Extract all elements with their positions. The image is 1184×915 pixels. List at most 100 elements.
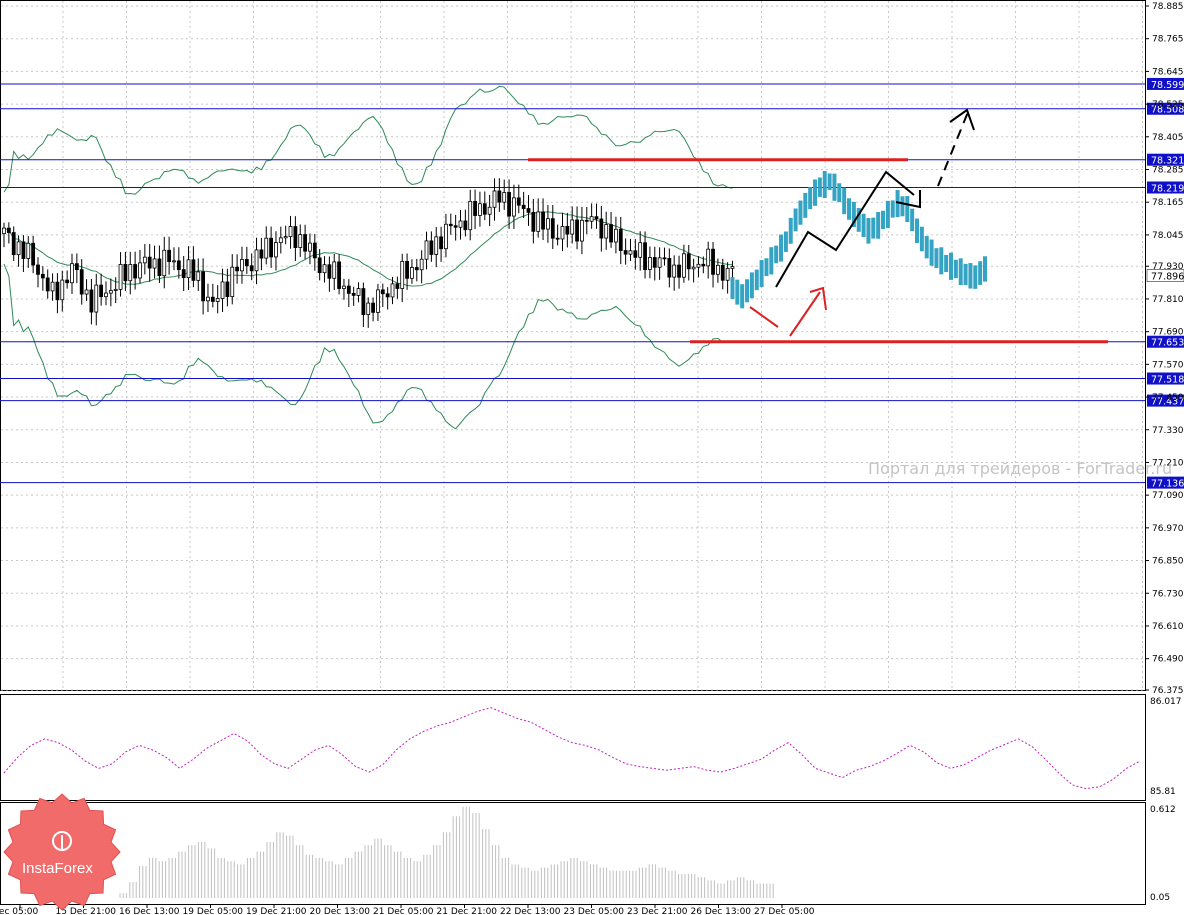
candle-body [497,190,502,203]
forecast-bar [929,239,934,266]
oscillator-line: 86.017 85.81 [3,697,1182,797]
grid-lines [1,1,1145,691]
forecast-bar [968,263,973,289]
trend-drawings [749,108,975,337]
forecast-bar [754,269,759,291]
candle-body [152,258,157,269]
y-tick-label: 78.165 [1152,198,1184,208]
candle-body [138,262,142,279]
candle-body [356,288,361,296]
candle-body [594,216,599,220]
x-tick-label: Dec 05:00 [0,907,38,915]
forecast-bar [973,265,978,289]
candle-body [55,281,60,301]
candle-body [453,225,458,228]
candle-body [40,273,45,279]
candle-body [147,256,152,269]
bollinger-bands [3,85,733,430]
candle-body [274,242,278,258]
forecast-bar [822,170,827,199]
level-tag [1147,476,1184,489]
forecast-bar [749,272,754,299]
x-tick-label: 16 Dec 13:00 [119,907,180,915]
candle-body [463,220,468,231]
candle-body [633,250,638,258]
y-tick-label: 77.930 [1152,262,1184,272]
bullish-arrowhead [949,108,975,131]
candle-body [206,296,210,302]
forecast-bar [745,279,750,303]
candle-body [584,219,589,222]
candle-body [628,250,633,255]
candle-body [70,263,74,284]
x-tick-label: 23 Dec 05:00 [564,907,625,915]
candle-body [2,227,6,234]
volume-panel-frame [0,802,1146,905]
candle-body [133,264,138,279]
forecast-bar [924,235,929,259]
candle-body [186,259,191,279]
forecast-zigzag [775,170,915,288]
forecast-bar [788,217,793,244]
bullish-dashed-arrow [937,111,969,187]
candle-body [589,216,594,222]
candle-body [686,253,691,270]
x-tick-label: 26 Dec 13:00 [691,907,752,915]
candle-body [16,241,21,256]
candle-body [196,271,201,281]
candle-body [429,240,434,255]
candle-body [65,279,70,284]
forecast-bar [983,256,987,282]
candle-body [167,249,172,262]
candle-body [264,237,269,259]
candle-body [312,242,317,259]
forecast-bar [827,173,832,191]
y-tick-label: 77.450 [1152,393,1184,403]
candle-body [278,237,283,244]
candle-body [604,224,609,239]
forecast-bar [963,263,968,285]
candle-body [308,242,312,252]
y-tick-label: 78.885 [1152,2,1184,12]
candle-body [337,261,341,289]
candle-body [11,232,16,256]
candle-body [730,266,735,269]
brand-label: InstaForex [22,860,93,877]
candle-body [701,263,706,267]
candle-body [555,237,560,240]
y-tick-label: 78.645 [1152,67,1184,77]
candle-body [342,285,346,289]
candle-body [283,236,288,239]
candle-body [550,218,555,239]
level-tag [1147,153,1184,166]
forecast-bar [905,195,910,223]
candle-body [230,266,235,297]
candle-body [575,219,579,242]
candle-body [293,226,298,248]
x-tick-label: 19 Dec 05:00 [183,907,244,915]
forecast-bar [764,258,769,277]
candle-body [516,197,521,206]
candle-body [94,284,99,313]
forecast-bar [919,226,924,252]
candle-body [128,264,133,282]
candle-body [648,257,652,270]
candle-body [580,219,584,242]
candle-body [259,249,264,259]
level-tag [1147,372,1184,385]
candle-body [210,296,215,302]
candle-body [526,208,531,213]
candle-body [249,265,254,272]
forecast-bar [944,254,949,273]
candle-body [303,234,307,252]
candle-body [332,261,337,279]
level-label: 78.508 [1151,105,1184,116]
bollinger-lower [3,263,733,430]
y-tick-label: 77.210 [1152,458,1184,468]
candle-body [225,281,230,297]
level-tag [1147,77,1184,90]
forecast-bar [949,252,954,280]
candle-body [541,211,545,230]
x-tick-label: 22 Dec 13:00 [500,907,561,915]
forecast-bar [861,213,866,238]
